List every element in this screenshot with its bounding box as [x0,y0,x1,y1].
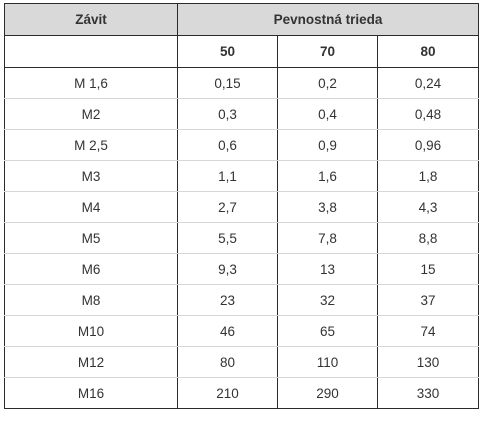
value-cell: 210 [177,377,278,409]
value-cell: 46 [177,315,278,347]
table-row: M6 9,3 13 15 [4,253,480,285]
value-cell: 0,96 [376,129,480,161]
thread-cell: M16 [4,377,178,409]
strength-class-header: Pevnostná trieda [176,3,480,36]
value-cell: 32 [277,284,378,316]
empty-cell [4,35,178,68]
strength-table: Závit Pevnostná trieda 50 70 80 M 1,6 0,… [4,3,480,409]
value-cell: 80 [177,346,278,378]
thread-cell: M 1,6 [4,67,178,99]
class-subheader-row: 50 70 80 [4,35,480,68]
value-cell: 0,6 [177,129,278,161]
value-cell: 37 [376,284,480,316]
thread-cell: M4 [4,191,178,223]
value-cell: 290 [277,377,378,409]
value-cell: 110 [277,346,378,378]
thread-cell: M3 [4,160,178,192]
table-row: M10 46 65 74 [4,315,480,347]
table-row: M 1,6 0,15 0,2 0,24 [4,67,480,99]
value-cell: 0,3 [177,98,278,130]
table-row: M16 210 290 330 [4,377,480,409]
value-cell: 0,4 [277,98,378,130]
value-cell: 74 [376,315,480,347]
table-row: M 2,5 0,6 0,9 0,96 [4,129,480,161]
thread-header: Závit [4,3,178,36]
thread-cell: M2 [4,98,178,130]
value-cell: 1,8 [376,160,480,192]
value-cell: 0,2 [277,67,378,99]
table-row: M5 5,5 7,8 8,8 [4,222,480,254]
value-cell: 23 [177,284,278,316]
value-cell: 1,1 [177,160,278,192]
thread-cell: M12 [4,346,178,378]
value-cell: 3,8 [277,191,378,223]
table-row: M2 0,3 0,4 0,48 [4,98,480,130]
value-cell: 15 [376,253,480,285]
value-cell: 330 [376,377,480,409]
table-row: M12 80 110 130 [4,346,480,378]
value-cell: 4,3 [376,191,480,223]
value-cell: 130 [376,346,480,378]
value-cell: 7,8 [277,222,378,254]
value-cell: 65 [277,315,378,347]
class-header-80: 80 [376,35,480,68]
value-cell: 8,8 [376,222,480,254]
class-header-70: 70 [277,35,378,68]
value-cell: 5,5 [177,222,278,254]
value-cell: 0,48 [376,98,480,130]
thread-cell: M 2,5 [4,129,178,161]
value-cell: 0,24 [376,67,480,99]
thread-cell: M6 [4,253,178,285]
table-row: M8 23 32 37 [4,284,480,316]
header-row: Závit Pevnostná trieda [4,3,480,36]
thread-cell: M8 [4,284,178,316]
value-cell: 1,6 [277,160,378,192]
value-cell: 13 [277,253,378,285]
value-cell: 2,7 [177,191,278,223]
table-row: M3 1,1 1,6 1,8 [4,160,480,192]
table-row: M4 2,7 3,8 4,3 [4,191,480,223]
class-header-50: 50 [177,35,278,68]
thread-cell: M10 [4,315,178,347]
value-cell: 0,15 [177,67,278,99]
thread-cell: M5 [4,222,178,254]
value-cell: 9,3 [177,253,278,285]
value-cell: 0,9 [277,129,378,161]
